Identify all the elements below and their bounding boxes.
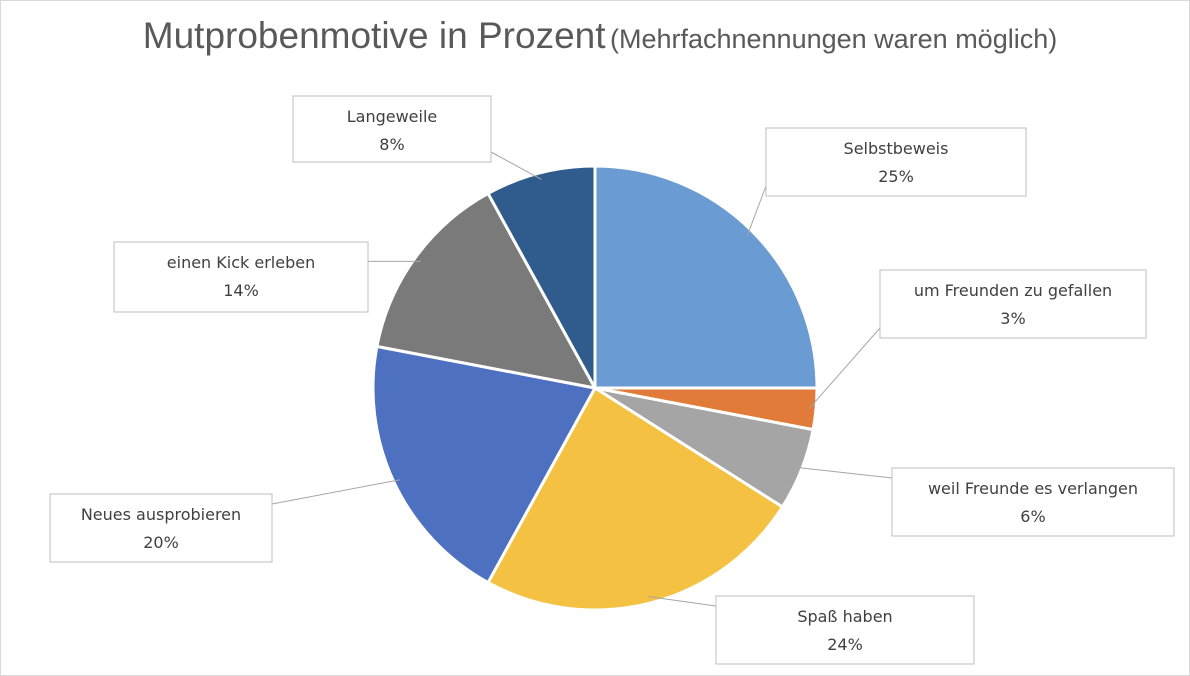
- callout-box: [715, 595, 975, 665]
- callout-box: [49, 493, 273, 563]
- callout-box: [765, 127, 1027, 197]
- pie-slice-4: [486, 386, 784, 612]
- slice-value-label: 8%: [379, 135, 404, 154]
- data-label-5: Neues ausprobieren 20%: [49, 479, 401, 563]
- slice-value-label: 20%: [143, 533, 179, 552]
- slice-category-label: Spaß haben: [797, 607, 892, 626]
- chart-title-main: Mutprobenmotive in Prozent: [142, 15, 606, 56]
- chart-title: Mutprobenmotive in Prozent (Mehrfachnenn…: [120, 14, 1080, 66]
- chart-subtitle: (Mehrfachnennungen waren möglich): [609, 24, 1058, 54]
- slice-category-label: um Freunden zu gefallen: [914, 281, 1112, 300]
- pie-slice-1: [593, 164, 819, 390]
- slice-value-label: 14%: [223, 281, 259, 300]
- leader-line: [648, 596, 717, 607]
- slice-value-label: 25%: [878, 167, 914, 186]
- callout-box: [113, 241, 369, 313]
- data-label-6: einen Kick erleben 14%: [113, 241, 421, 313]
- pie-callouts: Selbstbeweis 25% um Freunden zu gefallen 3%…: [49, 95, 1175, 665]
- slice-category-label: Selbstbeweis: [844, 139, 949, 158]
- leader-line: [490, 151, 542, 180]
- data-label-1: Selbstbeweis 25%: [746, 127, 1027, 236]
- slice-category-label: einen Kick erleben: [167, 253, 315, 272]
- slice-value-label: 24%: [827, 635, 863, 654]
- leader-line: [809, 327, 881, 409]
- leader-line: [746, 185, 767, 236]
- slice-category-label: Neues ausprobieren: [81, 505, 241, 524]
- data-label-3: weil Freunde es verlangen 6%: [795, 466, 1175, 537]
- slice-value-label: 3%: [1000, 309, 1025, 328]
- data-label-4: Spaß haben 24%: [648, 595, 975, 665]
- pie-slices: [371, 164, 819, 612]
- slice-value-label: 6%: [1020, 507, 1045, 526]
- pie-slice-7: [486, 164, 597, 390]
- leader-line: [795, 466, 893, 479]
- leader-line: [271, 479, 401, 505]
- slice-category-label: Langeweile: [347, 107, 438, 126]
- pie-slice-5: [371, 344, 597, 585]
- callout-box: [891, 467, 1175, 537]
- data-label-7: Langeweile 8%: [292, 95, 542, 180]
- callout-box: [879, 269, 1147, 339]
- callout-box: [292, 95, 492, 163]
- data-label-2: um Freunden zu gefallen 3%: [809, 269, 1147, 409]
- slice-category-label: weil Freunde es verlangen: [928, 479, 1138, 498]
- pie-slice-6: [375, 191, 597, 390]
